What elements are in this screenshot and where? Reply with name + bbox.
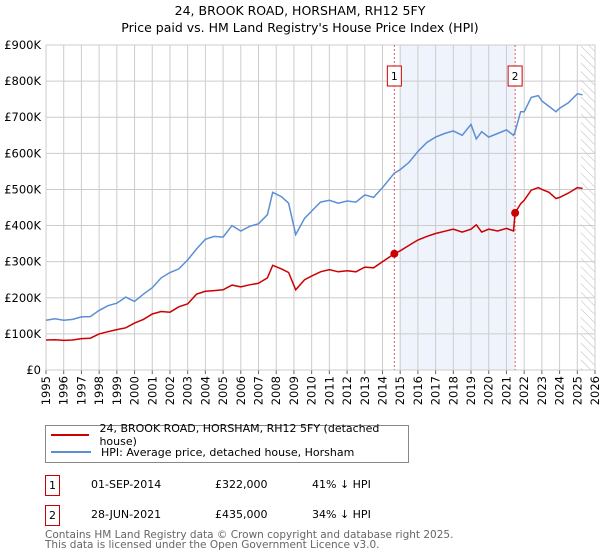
transaction-date: 01-SEP-2014	[91, 478, 162, 491]
forecast-hatch	[580, 45, 595, 370]
transaction-price: £322,000	[215, 478, 268, 491]
x-tick-label: 2004	[198, 376, 212, 405]
x-tick-label: 1999	[110, 376, 124, 405]
x-tick-label: 2013	[358, 376, 372, 405]
sale-point	[390, 249, 399, 258]
y-tick-label: £600K	[4, 146, 41, 160]
chart-title: 24, BROOK ROAD, HORSHAM, RH12 5FY	[174, 3, 426, 18]
transaction-price: £435,000	[215, 508, 268, 521]
x-tick-label: 2009	[287, 376, 301, 405]
legend-label: HPI: Average price, detached house, Hors…	[101, 445, 355, 459]
sale-label: 1	[391, 71, 398, 83]
transaction-delta: 34% ↓ HPI	[312, 508, 371, 521]
x-tick-label: 2014	[375, 376, 389, 405]
chart-subtitle: Price paid vs. HM Land Registry's House …	[121, 20, 479, 35]
x-tick-label: 2022	[517, 376, 531, 405]
x-tick-label: 2020	[482, 376, 496, 405]
y-tick-label: £200K	[4, 291, 41, 305]
x-tick-label: 2000	[128, 376, 142, 405]
x-tick-label: 1997	[74, 376, 88, 405]
y-tick-label: £700K	[4, 110, 41, 124]
x-tick-label: 2016	[411, 376, 425, 405]
x-tick-label: 2015	[393, 376, 407, 405]
x-tick-label: 1996	[57, 376, 71, 405]
x-tick-label: 2012	[340, 376, 354, 405]
sale-label-box	[507, 65, 523, 87]
x-tick-label: 2011	[322, 376, 336, 405]
transaction-delta: 41% ↓ HPI	[312, 478, 371, 491]
x-tick-label: 1995	[39, 376, 53, 405]
footer-line: Contains HM Land Registry data © Crown c…	[45, 529, 454, 541]
y-tick-label: £100K	[4, 327, 41, 341]
x-tick-label: 2010	[305, 376, 319, 405]
x-tick-label: 2007	[252, 376, 266, 405]
x-tick-label: 2002	[163, 376, 177, 405]
sale-label-box	[386, 65, 402, 87]
y-tick-label: £400K	[4, 219, 41, 233]
x-tick-label: 2017	[429, 376, 443, 405]
sale-point	[511, 208, 520, 217]
x-tick-label: 2026	[588, 376, 600, 405]
legend-label: 24, BROOK ROAD, HORSHAM, RH12 5FY (detac…	[99, 422, 380, 448]
legend: 24, BROOK ROAD, HORSHAM, RH12 5FY (detac…	[45, 422, 409, 463]
y-tick-label: £900K	[4, 38, 41, 52]
x-tick-label: 2019	[464, 376, 478, 405]
transaction-date: 28-JUN-2021	[91, 508, 162, 521]
legend-swatch-red	[51, 434, 90, 436]
x-tick-label: 2001	[145, 376, 159, 405]
x-tick-label: 1998	[92, 376, 106, 405]
footer: Contains HM Land Registry data © Crown c…	[45, 529, 454, 551]
y-tick-label: £300K	[4, 255, 41, 269]
x-tick-label: 2008	[269, 376, 283, 405]
y-tick-label: £800K	[4, 74, 41, 88]
marker-badge: 1	[45, 475, 60, 496]
y-tick-label: £500K	[4, 182, 41, 196]
y-tick-label: £0	[26, 363, 41, 377]
marker-badge: 2	[45, 505, 60, 526]
legend-item-hpi: HPI: Average price, detached house, Hors…	[51, 444, 354, 460]
legend-swatch-blue	[51, 451, 91, 453]
x-tick-label: 2025	[570, 376, 584, 405]
x-tick-label: 2003	[181, 376, 195, 405]
x-tick-label: 2021	[499, 376, 513, 405]
x-tick-label: 2023	[535, 376, 549, 405]
sale-label: 2	[512, 71, 519, 83]
x-tick-label: 2018	[446, 376, 460, 405]
footer-line: This data is licensed under the Open Gov…	[45, 539, 380, 551]
price-chart: 1995 1996 1997 1998 1999 2000 2001 2002 2003 2004…	[4, 38, 600, 405]
legend-item-property: 24, BROOK ROAD, HORSHAM, RH12 5FY (detac…	[51, 422, 408, 448]
x-tick-label: 2005	[216, 376, 230, 405]
shaded-range	[399, 45, 516, 370]
hpi-line	[45, 92, 583, 321]
x-tick-label: 2006	[234, 376, 248, 405]
x-tick-label: 2024	[553, 376, 567, 405]
